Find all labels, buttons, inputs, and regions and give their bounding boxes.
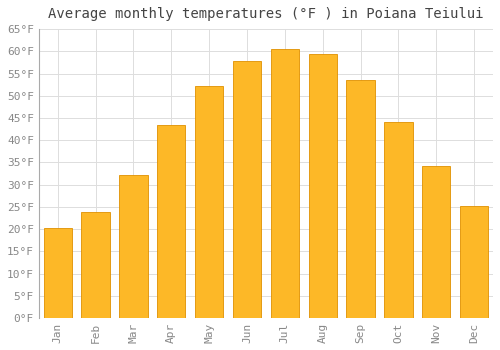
Bar [460,206,488,318]
Bar [44,228,72,318]
Bar [233,61,261,318]
Bar [270,49,299,318]
Bar [157,125,186,318]
Bar [308,54,337,318]
Bar [82,212,110,318]
Bar [195,85,224,318]
Bar [346,80,375,318]
Bar [384,121,412,318]
Bar [422,166,450,318]
Title: Average monthly temperatures (°F ) in Poiana Teiului: Average monthly temperatures (°F ) in Po… [48,7,484,21]
Bar [119,175,148,318]
